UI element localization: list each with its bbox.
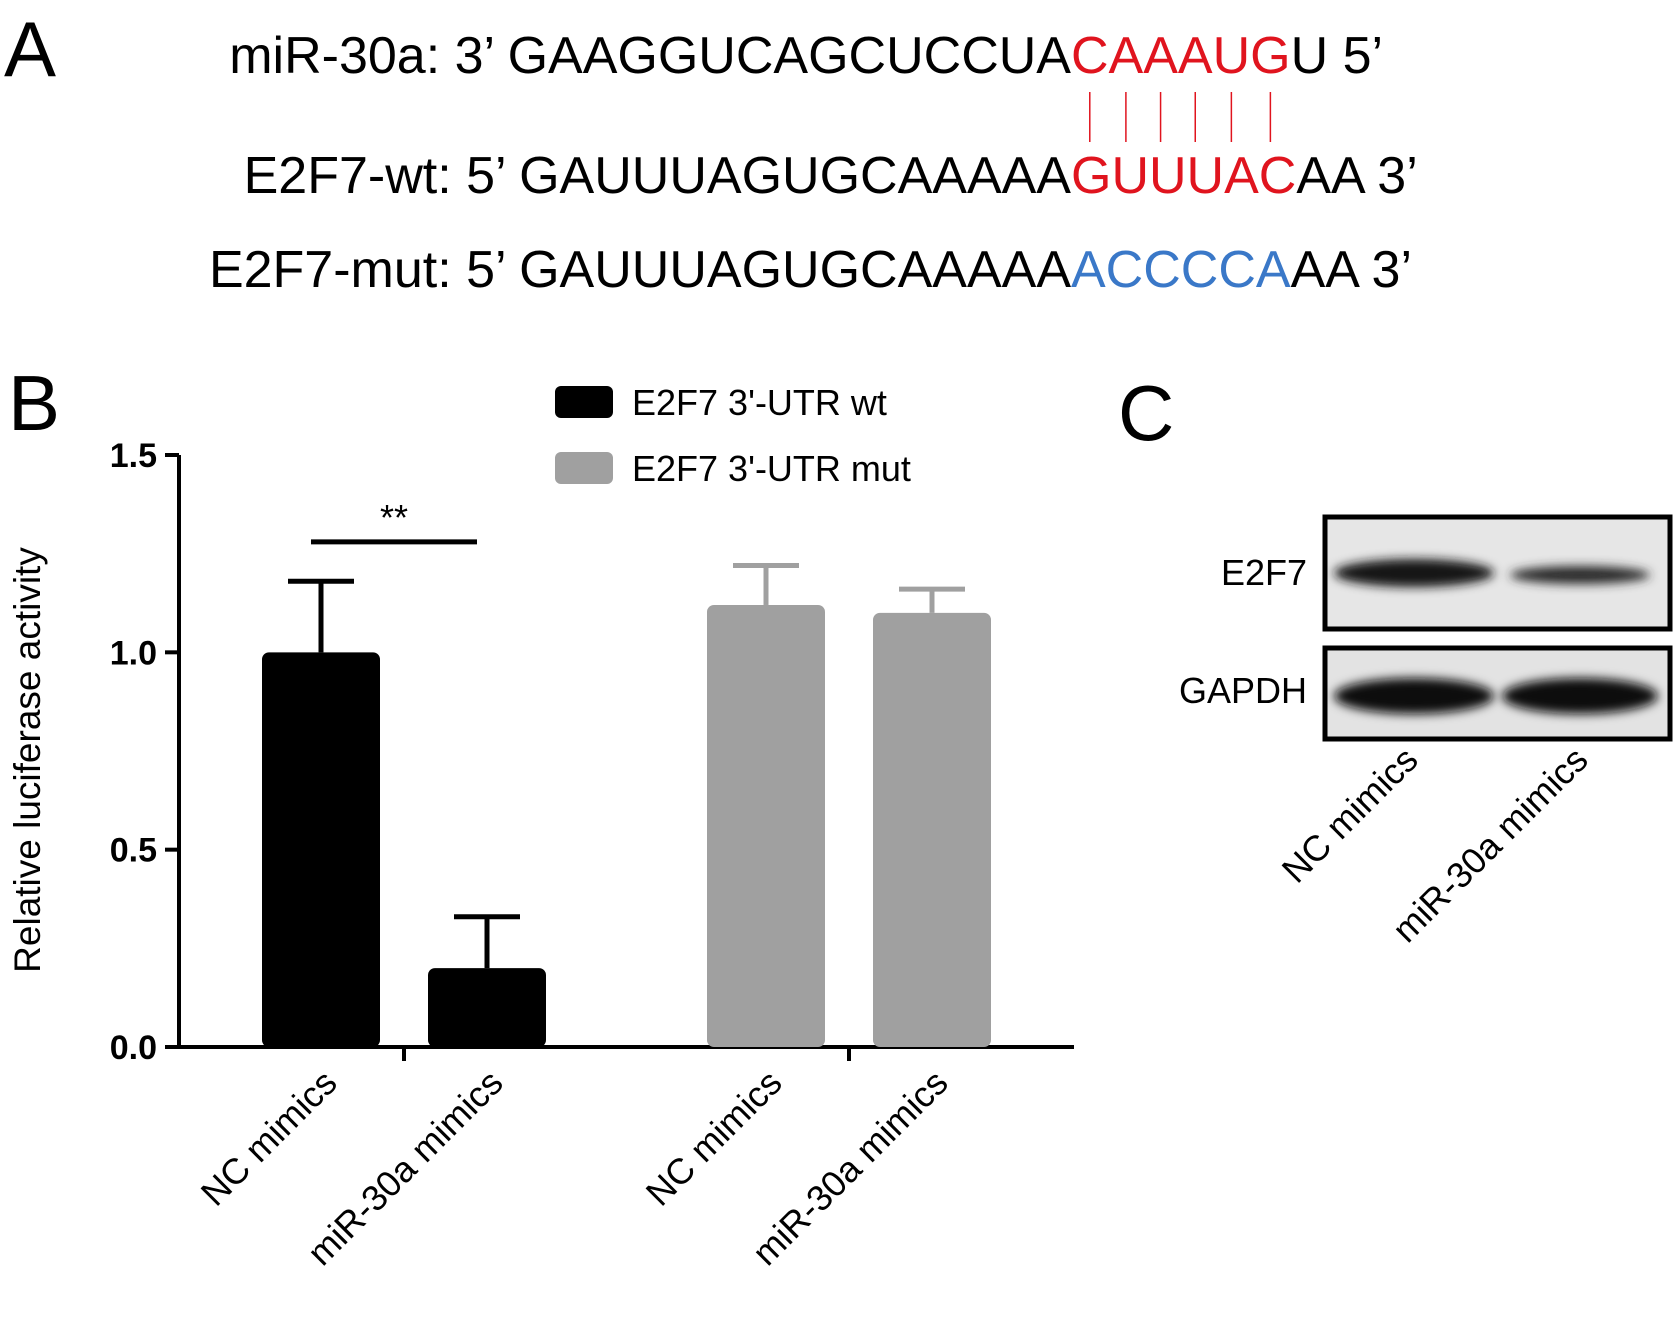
blot-band	[1334, 678, 1494, 714]
sequence-segment: miR-30a: 3’ GAAGGUCAGCUCCUA	[229, 27, 1071, 85]
legend-swatch	[555, 452, 613, 484]
bar	[873, 612, 991, 1047]
bar	[262, 652, 380, 1047]
y-tick-label: 1.0	[110, 634, 157, 672]
y-tick-label: 0.0	[110, 1029, 157, 1067]
y-tick-label: 0.5	[110, 832, 157, 870]
x-tick-label: NC mimics	[193, 1062, 345, 1214]
sequence-row: E2F7-mut: 5’ GAUUUAGUGCAAAAAACCCCAAA 3’	[209, 241, 1412, 299]
blot-lane-label: NC mimics	[1274, 739, 1426, 891]
western-blot	[1322, 514, 1673, 742]
blot-row-label: E2F7	[1221, 552, 1307, 593]
panel-label: B	[8, 359, 60, 447]
y-axis-label: Relative luciferase activity	[7, 547, 48, 973]
blot-band	[1334, 559, 1494, 587]
sequence-segment: E2F7-mut: 5’ GAUUUAGUGCAAAAA	[209, 241, 1071, 299]
legend-label: E2F7 3'-UTR mut	[632, 448, 911, 489]
bar	[707, 604, 825, 1047]
sequence-segment: AA 3’	[1291, 241, 1412, 299]
bar	[428, 968, 546, 1047]
sequence-row: miR-30a: 3’ GAAGGUCAGCUCCUACAAAUGU 5’	[229, 27, 1383, 85]
sequence-row: E2F7-wt: 5’ GAUUUAGUGCAAAAAGUUUACAA 3’	[244, 147, 1418, 205]
panel-label: A	[4, 5, 56, 93]
sequence-segment: CAAAUG	[1071, 27, 1291, 85]
significance-label: **	[380, 497, 408, 538]
blot-band	[1502, 678, 1658, 714]
sequence-segment: E2F7-wt: 5’ GAUUUAGUGCAAAAA	[244, 147, 1072, 205]
sequence-segment: GUUUAC	[1071, 147, 1296, 205]
blot-band	[1510, 566, 1650, 584]
sequence-segment: U 5’	[1291, 27, 1383, 85]
sequence-segment: ACCCCA	[1071, 241, 1291, 299]
panel-label: C	[1118, 369, 1174, 457]
y-tick-label: 1.5	[110, 437, 157, 475]
legend-swatch	[555, 386, 613, 418]
x-tick-label: NC mimics	[638, 1062, 790, 1214]
legend-label: E2F7 3'-UTR wt	[632, 382, 887, 423]
blot-row-label: GAPDH	[1179, 670, 1307, 711]
sequence-segment: AA 3’	[1296, 147, 1417, 205]
